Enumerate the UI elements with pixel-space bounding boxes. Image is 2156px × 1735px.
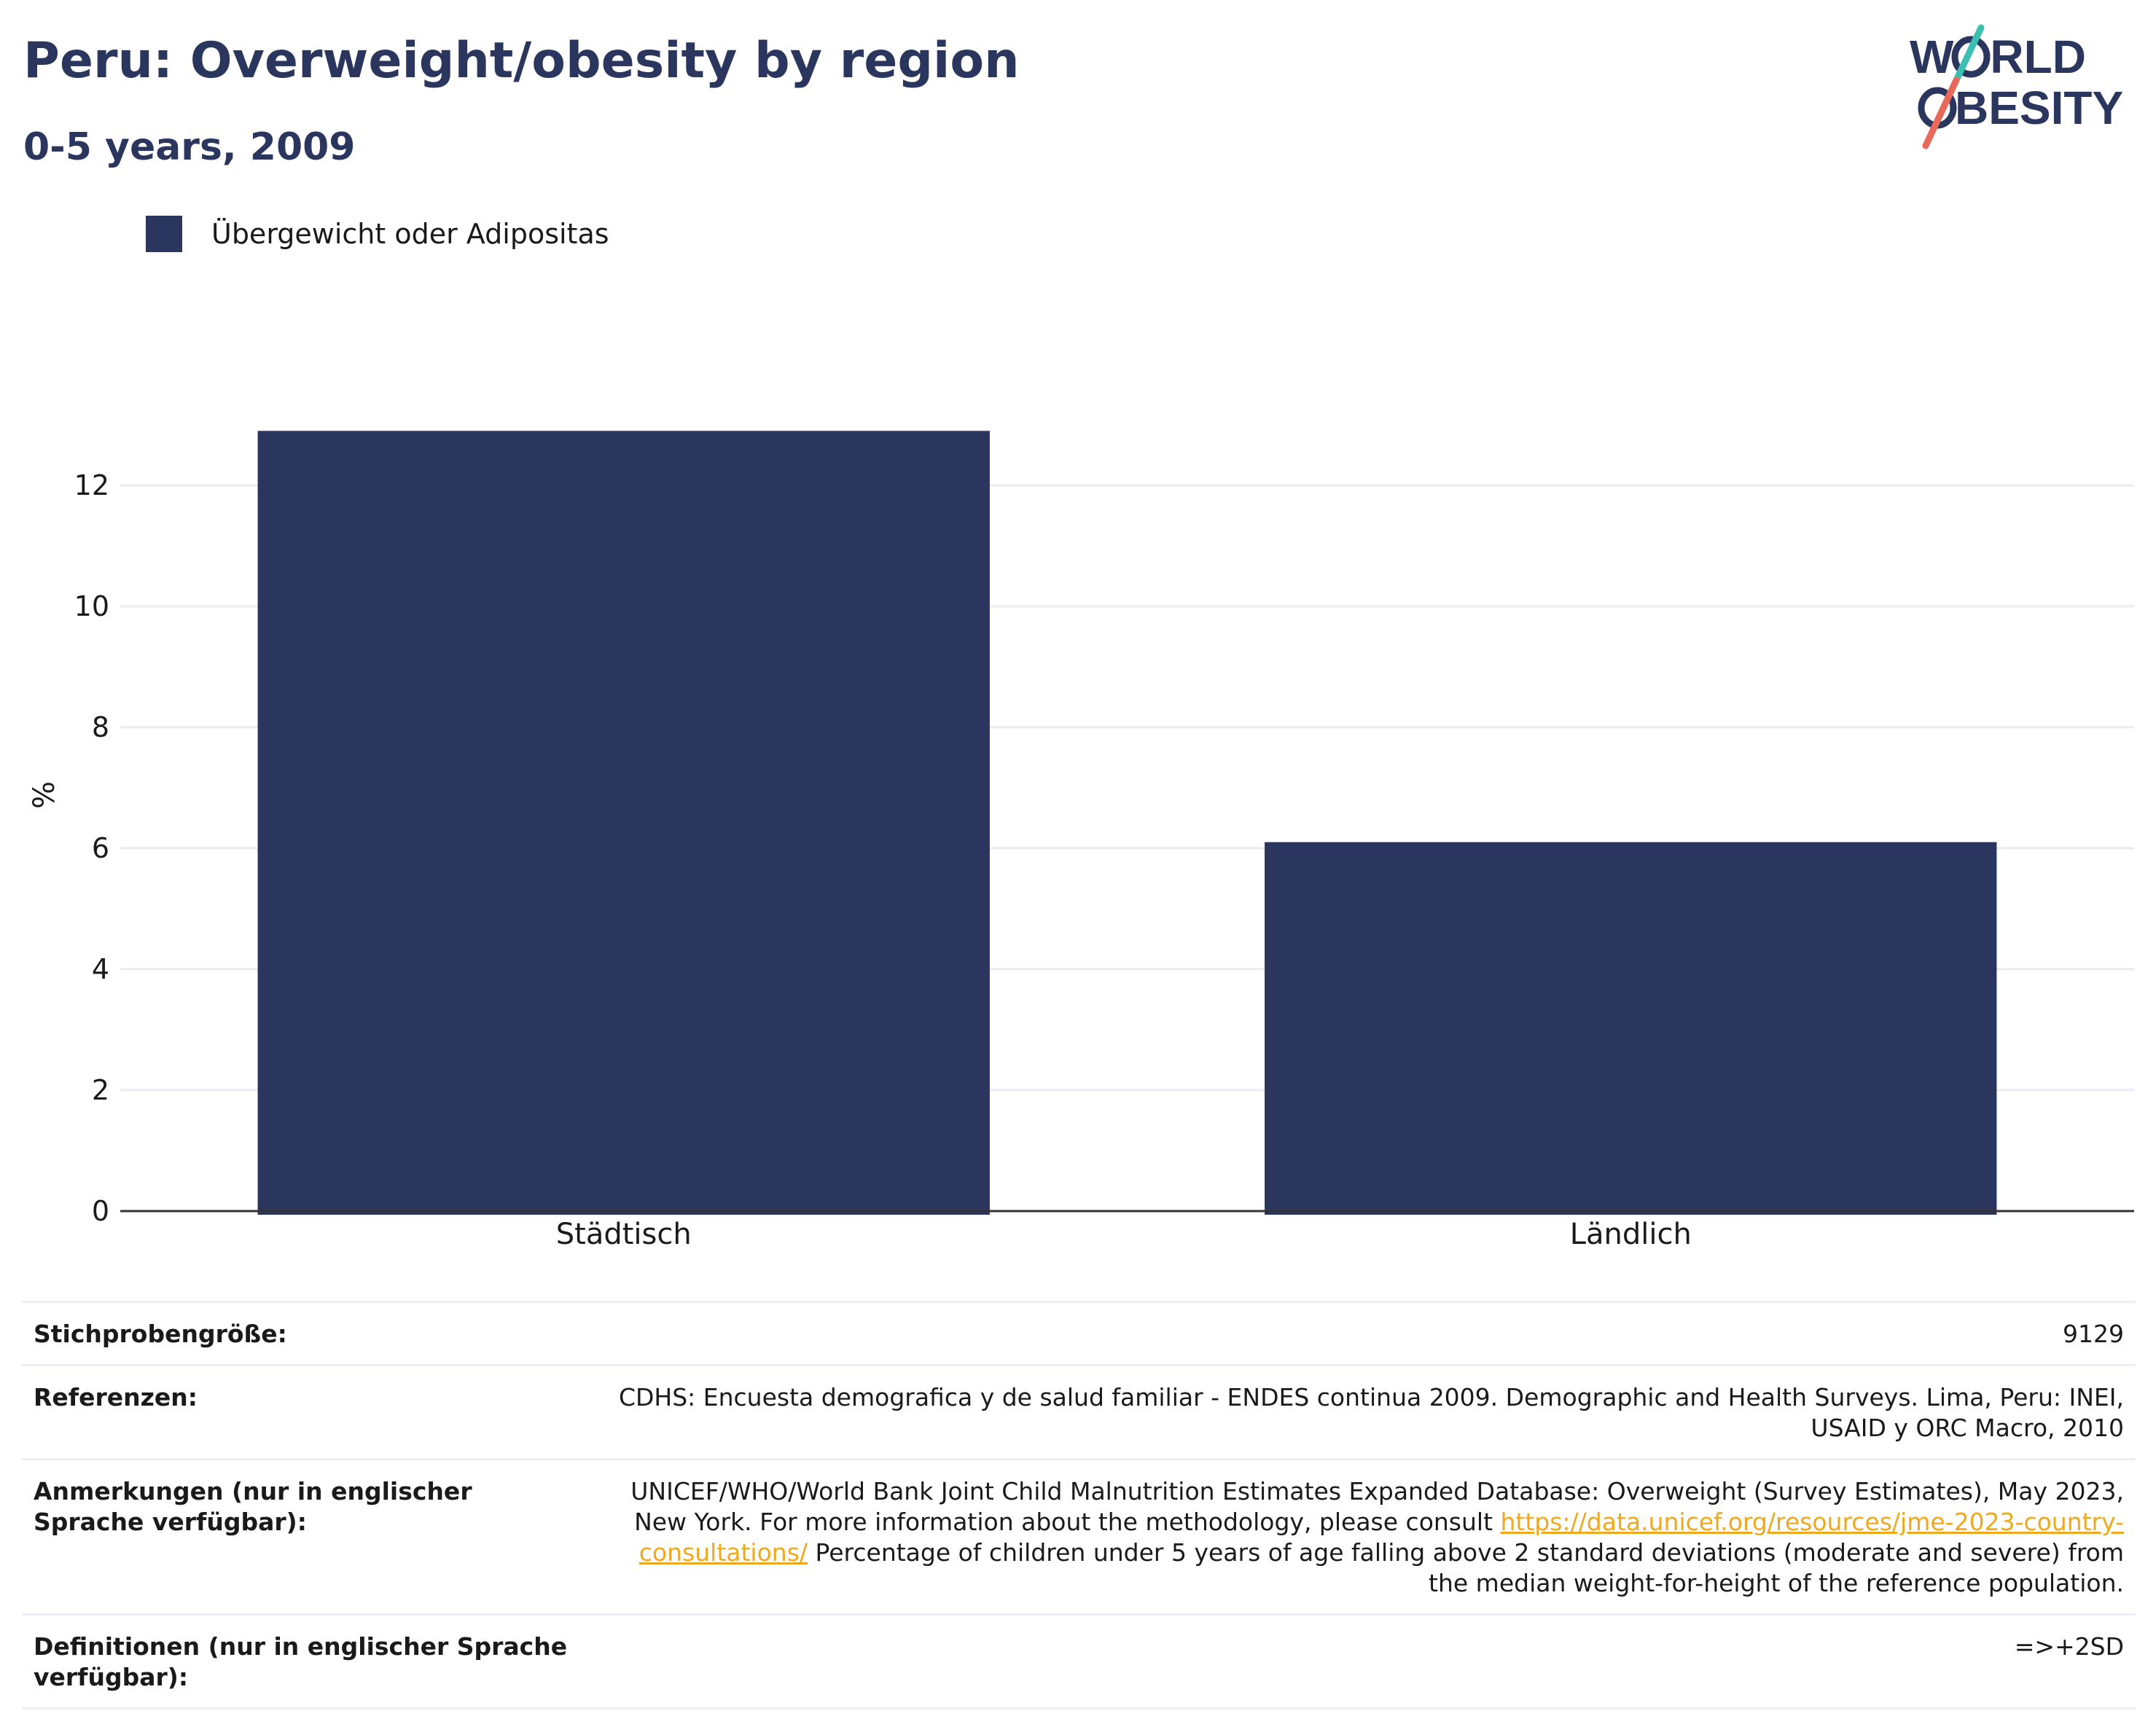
notes-value: UNICEF/WHO/World Bank Joint Child Malnut… xyxy=(617,1476,2124,1599)
notes-link[interactable]: https://data.unicef.org/resources/jme-20… xyxy=(638,1508,2124,1567)
sample-size-row: Stichprobengröße: 9129 xyxy=(22,1301,2136,1364)
notes-text-after: Percentage of children under 5 years of … xyxy=(808,1538,2125,1597)
y-tick-label: 4 xyxy=(92,953,109,985)
x-tick-label: Städtisch xyxy=(556,1218,692,1251)
y-tick-label: 2 xyxy=(92,1074,109,1106)
bar xyxy=(1265,842,1997,1215)
y-tick-label: 12 xyxy=(74,469,109,501)
logo-world-rest: RLD xyxy=(1990,31,2086,83)
logo-world-o xyxy=(1951,36,1991,78)
y-axis-label: % xyxy=(28,781,61,809)
chart-subtitle: 0-5 years, 2009 xyxy=(23,125,356,169)
legend-label: Übergewicht oder Adipositas xyxy=(211,218,609,250)
legend-swatch xyxy=(146,216,182,252)
logo-slash-teal xyxy=(1953,24,1985,84)
bar xyxy=(257,431,990,1215)
y-tick-label: 10 xyxy=(74,590,109,622)
chart-title: Peru: Overweight/obesity by region xyxy=(23,32,1020,90)
logo-text-obesity: BESITY xyxy=(1955,82,2123,134)
logo-slash-coral xyxy=(1922,77,1960,149)
logo-text-world: W RLD xyxy=(1910,31,2086,83)
notes-label: Anmerkungen (nur in englischer Sprache v… xyxy=(34,1477,472,1536)
definitions-label: Definitionen (nur in englischer Sprache … xyxy=(34,1632,568,1691)
y-tick-label: 8 xyxy=(92,711,109,743)
references-row: Referenzen: CDHS: Encuesta demografica y… xyxy=(22,1364,2136,1458)
world-obesity-logo: W RLD BESITY xyxy=(1910,24,2123,149)
sample-size-value: 9129 xyxy=(2063,1320,2124,1348)
logo-world-w: W xyxy=(1910,31,1954,83)
y-tick-label: 6 xyxy=(92,832,109,864)
references-label: Referenzen: xyxy=(34,1383,198,1411)
x-tick-label: Ländlich xyxy=(1570,1218,1692,1251)
bar-chart: 0 2 4 6 8 10 12% Städtisch Ländlich xyxy=(28,431,2134,1251)
sample-size-label: Stichprobengröße: xyxy=(34,1320,287,1348)
chart-legend[interactable]: Übergewicht oder Adipositas xyxy=(146,216,609,252)
notes-row: Anmerkungen (nur in englischer Sprache v… xyxy=(22,1458,2136,1613)
details-table: Stichprobengröße: 9129 Referenzen: CDHS:… xyxy=(22,1301,2136,1709)
notes-text-before: UNICEF/WHO/World Bank Joint Child Malnut… xyxy=(630,1477,2124,1536)
references-value: CDHS: Encuesta demografica y de salud fa… xyxy=(618,1383,2124,1442)
definitions-value: =>+2SD xyxy=(2014,1632,2124,1661)
definitions-row: Definitionen (nur in englischer Sprache … xyxy=(22,1613,2136,1709)
y-tick-label: 0 xyxy=(92,1195,109,1227)
